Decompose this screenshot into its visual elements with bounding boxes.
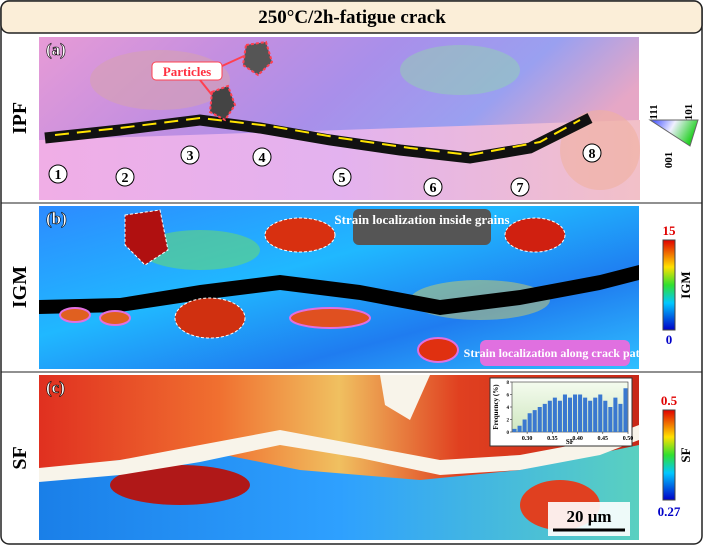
grain-number: 3 [187,149,194,164]
panel-label: (a) [46,40,66,59]
histogram-bar [537,407,542,432]
x-tick-label: 0.35 [547,436,558,442]
histogram-bar [603,400,608,432]
inset-x-label: SF [566,438,574,446]
inset-histogram: Frequency (%) SF 0.30 0.35 0.40 0.45 0.50 0 2 4… [489,377,634,447]
colorbar-title: SF [678,447,693,462]
grain-number: 5 [339,171,346,186]
annotation-box [353,209,491,245]
colorbar-max: 15 [663,223,677,238]
annotation: Strain localization along crack path [464,346,647,360]
grain-number: 2 [122,171,129,186]
y-tick-label: 2 [507,419,510,424]
grain-number: 6 [430,181,437,196]
colorbar-min: 0 [666,332,673,347]
panel-label: (c) [46,378,65,397]
annotation-box [480,340,630,366]
histogram-bar [613,397,618,432]
histogram-bar [608,407,613,432]
y-tick-label: 0 [507,431,510,436]
row-label: IGM [9,266,31,308]
histogram-bar [512,428,517,432]
annotation: Strain localization inside grains [334,212,509,227]
histogram-bar [542,403,547,432]
histogram-bar [623,388,628,432]
annotation: Particles [163,64,211,79]
y-tick-label: 8 [507,381,510,386]
grain-number: 4 [259,151,266,166]
histogram-bar [557,400,562,432]
title: 250°C/2h-fatigue crack [258,7,446,28]
histogram-bar [598,394,603,432]
colorbar-max: 0.5 [661,393,678,408]
colorbar [662,239,676,331]
histogram-bar [517,425,522,432]
arrow [221,55,245,67]
histogram-bar [527,413,532,432]
legend-label: 111 [648,104,660,119]
histogram-bar [578,394,583,432]
histogram-bar [588,400,593,432]
panel-label: (b) [46,209,67,228]
y-tick-label: 4 [507,406,510,411]
grain-number: 8 [589,147,596,162]
row-label: IPF [9,102,31,134]
row-label: SF [9,446,31,469]
grain-number: 7 [517,181,524,196]
histogram-bar [567,397,573,432]
histogram-bar [573,394,578,432]
annotation: Strain localization inside grains [334,212,509,227]
title-bar [0,0,703,34]
histogram-bar [547,400,552,432]
histogram-bar [618,403,623,432]
ipf-triangle [648,119,699,147]
annotation-box [151,61,223,81]
scale-bar-label: 20 μm [566,507,611,526]
inset-y-label: Frequency (%) [492,384,500,430]
arrow [199,79,213,96]
histogram-bar [583,397,588,432]
histogram-bar [522,419,527,432]
grain-number: 1 [55,168,62,183]
y-tick-label: 6 [507,394,510,399]
histogram-bar [562,394,567,432]
x-tick-label: 0.30 [522,436,533,442]
colorbar-title: IGM [678,271,693,298]
histogram-bar [532,410,537,432]
x-tick-label: 0.45 [598,436,609,442]
legend-label: 001 [663,152,675,169]
x-tick-label: 0.50 [623,436,634,442]
colorbar [662,409,676,501]
colorbar-min: 0.27 [658,504,681,519]
legend-label: 101 [683,104,695,121]
x-tick-label: 0.40 [572,436,583,442]
histogram-bar [593,397,598,432]
histogram-bar [552,397,557,432]
